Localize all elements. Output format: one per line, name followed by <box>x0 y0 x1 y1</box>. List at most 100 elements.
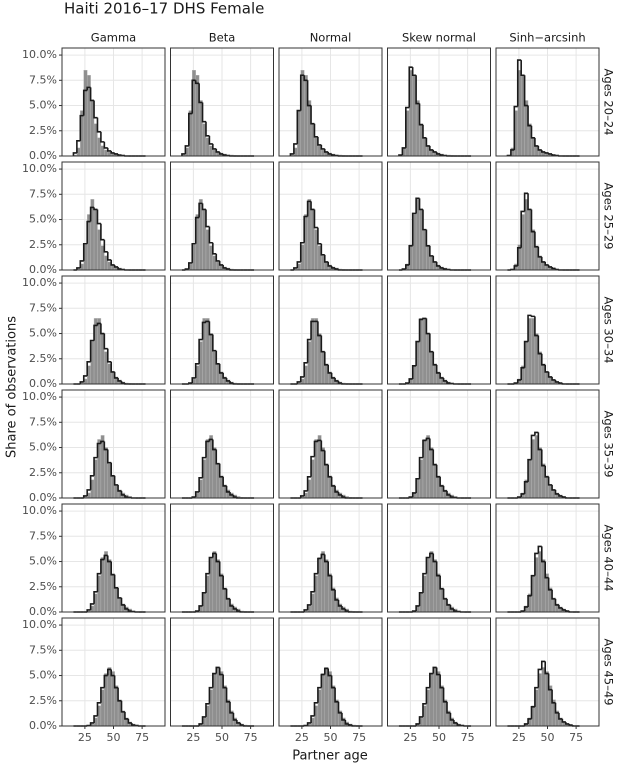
fitted-step <box>561 607 566 611</box>
fitted-step <box>527 314 532 342</box>
fitted-step <box>513 265 518 270</box>
fitted-step <box>449 382 454 385</box>
fitted-step <box>310 591 315 605</box>
fitted-step <box>93 207 98 211</box>
fitted-step <box>103 441 108 451</box>
y-tick-label: 10.0% <box>22 162 57 175</box>
fitted-step <box>82 495 88 498</box>
y-tick-label: 0.0% <box>29 491 57 504</box>
fitted-step <box>432 553 437 563</box>
fitted-step <box>96 322 101 326</box>
fitted-step <box>303 362 308 377</box>
fitted-step <box>513 105 518 150</box>
fitted-step <box>117 587 122 599</box>
fitted-step <box>103 554 108 560</box>
fitted-step <box>551 266 556 270</box>
fitted-step <box>327 464 332 478</box>
fitted-step <box>317 321 322 337</box>
y-tick-label: 0.0% <box>29 377 57 390</box>
fitted-step <box>205 702 210 717</box>
y-tick-label: 5.0% <box>29 669 57 682</box>
column-header: Sinh−arcsinh <box>509 31 585 45</box>
fitted-step <box>415 197 420 214</box>
y-tick-label: 5.0% <box>29 441 57 454</box>
panel-border <box>61 389 166 499</box>
fitted-step <box>323 148 329 153</box>
panel-border <box>387 389 491 499</box>
fitted-step <box>411 212 417 246</box>
fitted-step <box>334 154 339 157</box>
fitted-step <box>446 490 451 496</box>
fitted-step <box>439 265 444 269</box>
fitted-step <box>110 669 115 677</box>
fitted-step <box>232 494 237 498</box>
fitted-step <box>534 231 539 248</box>
fitted-step <box>89 339 95 362</box>
fitted-step <box>218 260 224 266</box>
fitted-step <box>229 491 234 496</box>
fitted-step <box>82 242 88 261</box>
fitted-step <box>439 674 444 689</box>
fitted-step <box>565 609 570 612</box>
y-tick-label: 2.5% <box>29 580 57 593</box>
fitted-step <box>439 153 444 156</box>
fitted-step <box>442 154 448 157</box>
fitted-step <box>323 450 329 466</box>
fitted-step <box>330 575 336 591</box>
fitted-step <box>215 449 220 465</box>
fitted-step <box>72 152 77 156</box>
fitted-step <box>337 701 342 714</box>
x-tick-label: 25 <box>78 731 92 744</box>
y-tick-label: 0.0% <box>29 605 57 618</box>
fitted-step <box>303 215 308 243</box>
fitted-step <box>551 689 556 704</box>
fitted-step <box>225 154 231 157</box>
fitted-step <box>194 363 200 378</box>
fitted-step <box>289 153 294 156</box>
fitted-step <box>93 456 98 476</box>
fitted-step <box>527 595 532 607</box>
fitted-step <box>442 588 448 600</box>
fitted-step <box>540 256 546 263</box>
fitted-step <box>303 490 308 496</box>
fitted-step <box>425 229 430 247</box>
fitted-step <box>554 154 559 157</box>
fitted-step <box>523 481 529 494</box>
fitted-step <box>540 149 546 153</box>
fitted-step <box>516 59 522 107</box>
fitted-step <box>120 490 125 496</box>
fitted-step <box>299 376 305 382</box>
y-tick-label: 7.5% <box>29 73 57 86</box>
row-header: Ages 45–49 <box>602 639 616 706</box>
fitted-step <box>225 267 231 270</box>
fitted-step <box>76 267 81 270</box>
y-tick-label: 10.0% <box>22 618 57 631</box>
fitted-step <box>100 440 105 444</box>
fitted-step <box>558 712 563 720</box>
fitted-step <box>523 192 529 212</box>
fitted-step <box>425 686 430 704</box>
fitted-step <box>113 675 119 689</box>
fitted-step <box>215 553 220 563</box>
observed-bar <box>541 667 546 727</box>
fitted-step <box>425 437 430 441</box>
fitted-step <box>439 575 444 590</box>
fitted-step <box>306 476 312 491</box>
fitted-step <box>299 241 305 262</box>
fitted-step <box>523 340 529 368</box>
fitted-step <box>432 255 437 263</box>
fitted-step <box>313 209 318 229</box>
fitted-step <box>547 476 553 486</box>
fitted-step <box>93 100 98 119</box>
fitted-step <box>527 458 532 482</box>
x-tick-label: 75 <box>135 731 149 744</box>
fitted-step <box>310 201 315 211</box>
fitted-step <box>561 718 566 723</box>
fitted-step <box>201 102 206 123</box>
fitted-step <box>194 80 200 85</box>
fitted-step <box>547 577 553 591</box>
y-tick-label: 5.0% <box>29 327 57 340</box>
fitted-step <box>418 716 423 724</box>
fitted-step <box>89 603 95 610</box>
fitted-step <box>296 261 301 268</box>
